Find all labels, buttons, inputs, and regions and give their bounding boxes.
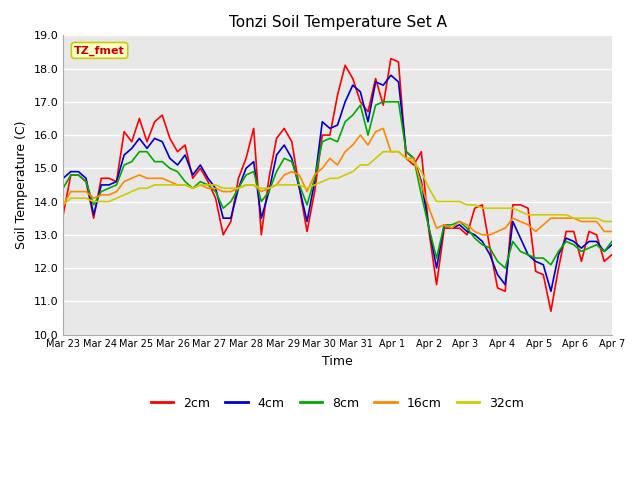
16cm: [547, 216, 555, 221]
32cm: [608, 218, 616, 224]
8cm: [547, 262, 555, 267]
Y-axis label: Soil Temperature (C): Soil Temperature (C): [15, 120, 28, 249]
2cm: [242, 156, 250, 161]
Line: 4cm: 4cm: [63, 75, 612, 291]
8cm: [501, 265, 509, 271]
4cm: [540, 262, 547, 267]
2cm: [387, 56, 395, 61]
8cm: [608, 239, 616, 244]
2cm: [608, 252, 616, 258]
2cm: [540, 272, 547, 277]
Line: 8cm: 8cm: [63, 102, 612, 268]
4cm: [608, 242, 616, 248]
2cm: [333, 92, 341, 98]
32cm: [380, 149, 387, 155]
16cm: [608, 228, 616, 234]
32cm: [540, 212, 547, 218]
16cm: [479, 232, 486, 238]
4cm: [181, 152, 189, 158]
8cm: [181, 179, 189, 184]
16cm: [242, 182, 250, 188]
32cm: [242, 182, 250, 188]
Text: TZ_fmet: TZ_fmet: [74, 45, 125, 56]
16cm: [60, 202, 67, 208]
4cm: [524, 252, 532, 258]
Line: 32cm: 32cm: [63, 152, 612, 221]
16cm: [570, 216, 578, 221]
8cm: [60, 185, 67, 191]
8cm: [532, 255, 540, 261]
4cm: [242, 166, 250, 171]
Line: 2cm: 2cm: [63, 59, 612, 311]
32cm: [563, 212, 570, 218]
32cm: [181, 182, 189, 188]
16cm: [532, 228, 540, 234]
8cm: [570, 242, 578, 248]
32cm: [524, 212, 532, 218]
4cm: [570, 239, 578, 244]
32cm: [60, 202, 67, 208]
X-axis label: Time: Time: [322, 355, 353, 368]
4cm: [60, 175, 67, 181]
32cm: [333, 175, 341, 181]
4cm: [387, 72, 395, 78]
16cm: [333, 162, 341, 168]
8cm: [333, 139, 341, 144]
8cm: [380, 99, 387, 105]
4cm: [547, 288, 555, 294]
2cm: [60, 212, 67, 218]
2cm: [181, 142, 189, 148]
Line: 16cm: 16cm: [63, 129, 612, 235]
8cm: [242, 172, 250, 178]
2cm: [547, 308, 555, 314]
16cm: [181, 182, 189, 188]
Title: Tonzi Soil Temperature Set A: Tonzi Soil Temperature Set A: [228, 15, 447, 30]
4cm: [333, 122, 341, 128]
32cm: [600, 218, 608, 224]
2cm: [524, 205, 532, 211]
16cm: [380, 126, 387, 132]
Legend: 2cm, 4cm, 8cm, 16cm, 32cm: 2cm, 4cm, 8cm, 16cm, 32cm: [146, 392, 529, 415]
2cm: [570, 228, 578, 234]
